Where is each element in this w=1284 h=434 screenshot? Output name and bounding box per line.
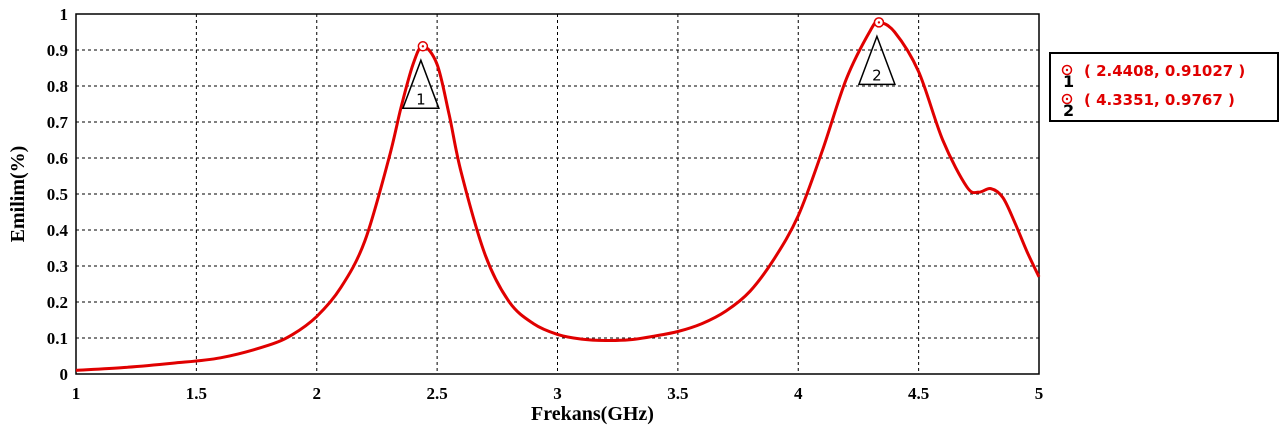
x-tick-label: 3 xyxy=(553,384,562,403)
legend-marker-dot xyxy=(1065,97,1069,101)
y-tick-label: 0.2 xyxy=(47,293,68,312)
y-tick-label: 1 xyxy=(60,5,69,24)
markers: 12 xyxy=(401,17,897,110)
marker-number: 2 xyxy=(872,66,882,84)
x-tick-label: 1 xyxy=(72,384,81,403)
marker-number: 1 xyxy=(416,90,426,108)
marker-triangle xyxy=(857,34,897,86)
x-axis-label: Frekans(GHz) xyxy=(531,403,654,425)
y-tick-label: 0.6 xyxy=(47,149,68,168)
legend-entry-label: ( 2.4408, 0.91027 ) xyxy=(1084,62,1245,80)
y-tick-label: 0.9 xyxy=(47,41,68,60)
marker-triangle xyxy=(401,58,440,110)
x-tick-label: 4 xyxy=(794,384,803,403)
plot-frame xyxy=(75,13,1040,375)
x-tick-label: 5 xyxy=(1035,384,1044,403)
grid-lines xyxy=(76,14,1039,374)
legend-entry-label: ( 4.3351, 0.9767 ) xyxy=(1084,91,1235,109)
legend-marker-dot xyxy=(1065,68,1069,72)
x-tick-label: 4.5 xyxy=(908,384,929,403)
y-tick-label: 0.4 xyxy=(47,221,69,240)
marker-dot xyxy=(421,45,425,48)
x-tick-label: 1.5 xyxy=(186,384,207,403)
legend-box xyxy=(1049,52,1279,122)
y-tick-label: 0 xyxy=(60,365,69,384)
y-axis-label: Emilim(%) xyxy=(7,146,29,243)
y-tick-label: 0.5 xyxy=(47,185,68,204)
x-tick-label: 2 xyxy=(313,384,322,403)
marker-dot xyxy=(877,21,881,24)
x-tick-label: 2.5 xyxy=(427,384,448,403)
legend-index: 1 xyxy=(1063,72,1074,91)
legend: 1 ( 2.4408, 0.91027 ) 2 ( 4.3351, 0.9767 ) xyxy=(1049,52,1279,122)
series-line xyxy=(75,20,1041,372)
y-tick-labels: 0 0.1 0.2 0.3 0.4 0.5 0.6 0.7 0.8 0.9 1 xyxy=(47,5,69,384)
y-tick-label: 0.7 xyxy=(47,113,69,132)
y-tick-label: 0.3 xyxy=(47,257,68,276)
x-tick-label: 3.5 xyxy=(667,384,688,403)
y-tick-label: 0.1 xyxy=(47,329,68,348)
y-tick-label: 0.8 xyxy=(47,77,68,96)
legend-index: 2 xyxy=(1063,101,1074,120)
x-tick-labels: 1 1.5 2 2.5 3 3.5 4 4.5 5 xyxy=(72,384,1044,403)
